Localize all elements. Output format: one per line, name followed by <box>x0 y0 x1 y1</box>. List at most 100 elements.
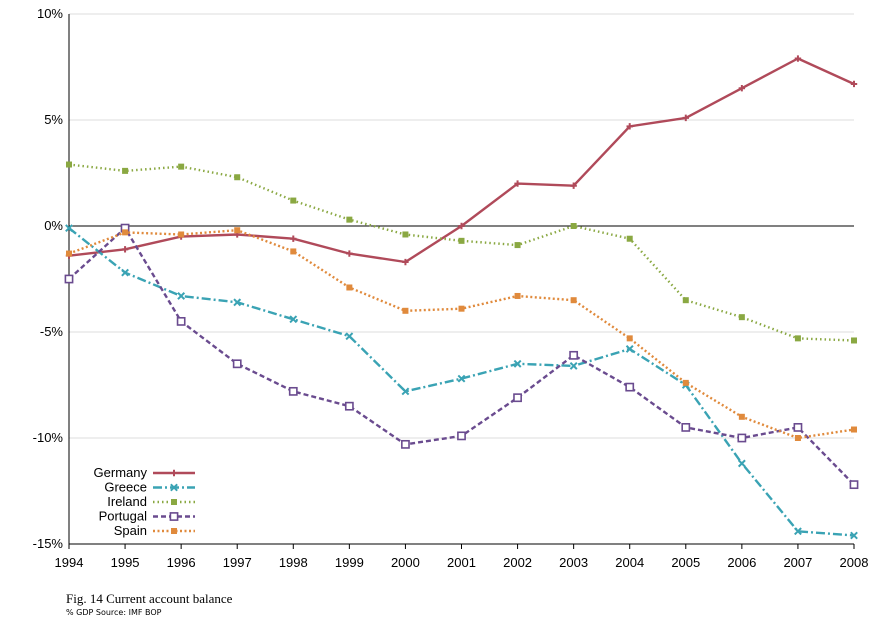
data-point <box>346 250 353 257</box>
data-point <box>625 345 634 353</box>
data-point <box>850 80 858 88</box>
data-point <box>626 235 633 242</box>
series-line <box>68 163 855 342</box>
data-point <box>121 268 129 277</box>
current-account-chart: 1994 1995 1996 1997 1998 1999 2000 2001 2002 2003… <box>33 6 869 570</box>
data-point <box>169 512 179 521</box>
x-tick-label: 2003 <box>559 555 588 570</box>
data-point <box>737 459 746 468</box>
data-point <box>170 469 178 477</box>
series-line <box>68 226 855 486</box>
y-tick-label: 10% <box>37 6 63 21</box>
series-line <box>68 228 855 440</box>
data-point <box>288 386 298 396</box>
data-point <box>233 298 242 307</box>
data-point <box>737 433 747 443</box>
legend-label: Ireland <box>107 494 147 509</box>
data-point <box>738 413 745 420</box>
data-point <box>457 374 466 383</box>
data-point <box>682 297 689 304</box>
data-point <box>514 292 521 299</box>
data-point <box>402 231 409 238</box>
data-point <box>121 246 129 253</box>
x-tick-label: 2004 <box>615 555 644 570</box>
legend-label: Portugal <box>99 509 148 524</box>
x-tick-label: 1994 <box>55 555 84 570</box>
data-point <box>65 224 73 233</box>
x-tick-label: 1997 <box>223 555 252 570</box>
x-tick-label: 2000 <box>391 555 420 570</box>
data-point <box>171 528 177 534</box>
legend-label: Germany <box>94 465 148 480</box>
data-point <box>289 315 298 324</box>
data-point <box>570 182 577 189</box>
legend-label: Greece <box>104 480 147 495</box>
y-tick-label: -15% <box>33 536 64 551</box>
data-point <box>346 284 353 291</box>
data-point <box>682 114 689 122</box>
data-point <box>290 197 297 204</box>
data-point <box>171 499 177 505</box>
data-point <box>457 431 466 441</box>
data-point <box>682 379 689 386</box>
x-tick-label: 2007 <box>783 555 812 570</box>
data-point <box>178 163 185 170</box>
data-point <box>66 161 72 168</box>
data-point <box>850 531 858 540</box>
data-point <box>458 222 465 230</box>
data-point <box>290 235 297 242</box>
series-greece <box>65 224 858 540</box>
data-point <box>681 422 691 432</box>
x-tick-label: 2005 <box>671 555 700 570</box>
data-point <box>234 227 241 234</box>
data-point <box>570 297 577 304</box>
data-point <box>122 167 129 174</box>
figure-caption: Fig. 14 Current account balance <box>66 591 233 606</box>
data-point <box>513 359 522 368</box>
data-point <box>232 359 242 369</box>
data-point <box>626 335 633 342</box>
x-tick-label: 1998 <box>279 555 308 570</box>
data-point <box>794 335 801 342</box>
data-point <box>290 248 297 255</box>
y-tick-label: 5% <box>44 112 63 127</box>
x-tick-label: 1999 <box>335 555 364 570</box>
data-point <box>626 123 633 130</box>
x-tick-label: 2002 <box>503 555 532 570</box>
series-line <box>68 57 855 264</box>
data-point <box>738 314 745 321</box>
data-point <box>458 305 465 312</box>
x-tick-label: 2006 <box>727 555 756 570</box>
data-point <box>514 180 521 187</box>
data-point <box>345 332 354 341</box>
y-tick-label: -10% <box>33 430 64 445</box>
data-point <box>513 393 522 403</box>
data-point <box>346 216 353 223</box>
y-tick-labels: 10% 5% 0% -5% -10% -15% <box>33 6 64 551</box>
data-point <box>794 527 802 536</box>
data-point <box>569 350 579 360</box>
x-tick-label: 1995 <box>111 555 140 570</box>
series-line <box>68 227 855 537</box>
data-point <box>401 387 410 396</box>
data-point <box>794 435 801 441</box>
series-portugal <box>64 223 859 490</box>
data-point <box>849 480 859 490</box>
series-ireland <box>66 161 857 344</box>
data-point <box>402 258 409 266</box>
data-point <box>170 483 178 492</box>
data-point <box>851 426 857 433</box>
data-point <box>122 229 129 236</box>
y-tick-label: -5% <box>40 324 64 339</box>
data-point <box>344 401 354 411</box>
legend-label: Spain <box>114 523 147 538</box>
x-tick-labels: 1994 1995 1996 1997 1998 1999 2000 2001 2002 2003… <box>55 555 869 570</box>
data-point <box>738 85 746 92</box>
data-point <box>794 55 802 62</box>
axes <box>68 14 855 549</box>
data-point <box>401 439 410 449</box>
data-point <box>625 382 635 392</box>
series-germany <box>65 55 858 266</box>
x-tick-label: 2008 <box>840 555 869 570</box>
data-point <box>64 274 74 284</box>
